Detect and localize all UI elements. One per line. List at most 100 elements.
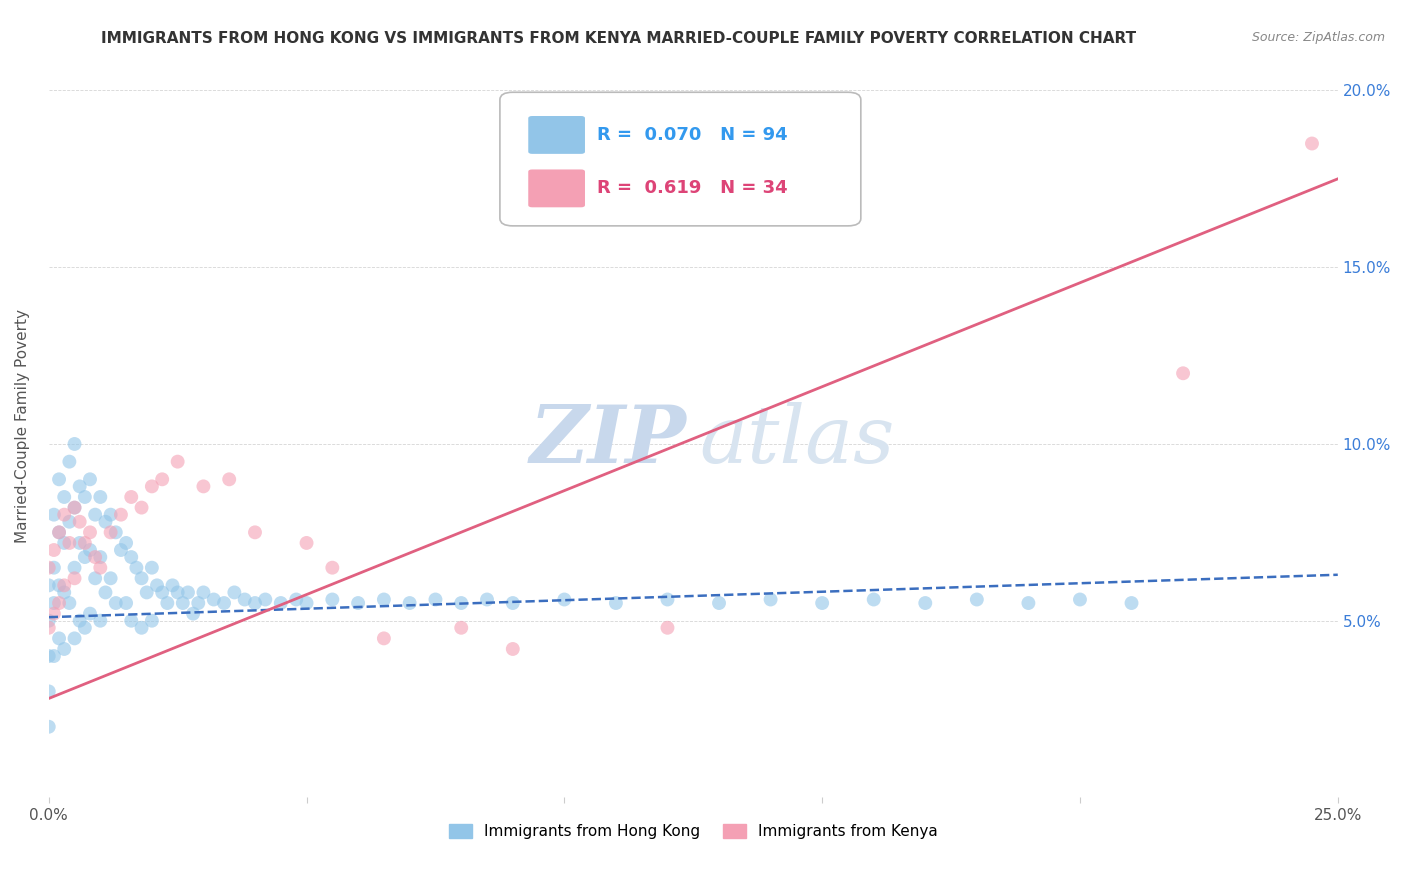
Point — [141, 560, 163, 574]
Point — [254, 592, 277, 607]
Point — [48, 632, 70, 646]
Point — [53, 578, 76, 592]
Point — [425, 592, 447, 607]
Point — [63, 632, 86, 646]
Y-axis label: Married-Couple Family Poverty: Married-Couple Family Poverty — [15, 310, 30, 543]
Point — [48, 525, 70, 540]
Point — [862, 592, 884, 607]
Point — [58, 536, 80, 550]
Point — [89, 614, 111, 628]
Point — [1121, 596, 1143, 610]
Point — [48, 578, 70, 592]
Point — [42, 543, 65, 558]
Point — [166, 455, 188, 469]
Point — [120, 614, 142, 628]
Point — [42, 508, 65, 522]
Point — [63, 500, 86, 515]
Point — [141, 479, 163, 493]
Point — [707, 596, 730, 610]
Text: IMMIGRANTS FROM HONG KONG VS IMMIGRANTS FROM KENYA MARRIED-COUPLE FAMILY POVERTY: IMMIGRANTS FROM HONG KONG VS IMMIGRANTS … — [101, 31, 1136, 46]
Point — [156, 596, 179, 610]
Point — [73, 621, 96, 635]
Point — [502, 642, 524, 657]
Point — [166, 585, 188, 599]
FancyBboxPatch shape — [529, 116, 585, 153]
Point — [48, 472, 70, 486]
Text: ZIP: ZIP — [530, 402, 686, 480]
Point — [218, 472, 240, 486]
Point — [605, 596, 627, 610]
Point — [79, 472, 101, 486]
Text: R =  0.619   N = 34: R = 0.619 N = 34 — [596, 179, 787, 197]
Point — [104, 596, 127, 610]
Point — [53, 536, 76, 550]
Point — [58, 455, 80, 469]
Point — [73, 536, 96, 550]
Point — [89, 560, 111, 574]
Point — [84, 508, 107, 522]
Point — [38, 614, 60, 628]
Point — [502, 596, 524, 610]
Point — [657, 621, 679, 635]
Point — [79, 607, 101, 621]
Point — [115, 596, 138, 610]
Point — [150, 585, 173, 599]
FancyBboxPatch shape — [501, 92, 860, 226]
Point — [135, 585, 157, 599]
Point — [131, 621, 153, 635]
Point — [1171, 366, 1194, 380]
Point — [42, 648, 65, 663]
Point — [373, 632, 395, 646]
Point — [120, 490, 142, 504]
Point — [270, 596, 292, 610]
Point — [553, 592, 575, 607]
Point — [104, 525, 127, 540]
Point — [63, 560, 86, 574]
Point — [450, 596, 472, 610]
Point — [38, 684, 60, 698]
Point — [38, 578, 60, 592]
Point — [177, 585, 200, 599]
Point — [100, 508, 122, 522]
Point — [79, 525, 101, 540]
Point — [202, 592, 225, 607]
Point — [115, 536, 138, 550]
Point — [38, 648, 60, 663]
Point — [53, 642, 76, 657]
Point — [146, 578, 169, 592]
Point — [285, 592, 308, 607]
Point — [38, 560, 60, 574]
Point — [100, 571, 122, 585]
Point — [63, 500, 86, 515]
Point — [120, 550, 142, 565]
Point — [193, 479, 215, 493]
Point — [63, 437, 86, 451]
Point — [53, 585, 76, 599]
Point — [63, 571, 86, 585]
Point — [1069, 592, 1091, 607]
Point — [69, 536, 91, 550]
Point — [243, 596, 266, 610]
Text: R =  0.070   N = 94: R = 0.070 N = 94 — [596, 126, 787, 144]
Point — [53, 490, 76, 504]
Point — [181, 607, 204, 621]
Point — [110, 508, 132, 522]
Point — [100, 525, 122, 540]
Point — [110, 543, 132, 558]
Point — [141, 614, 163, 628]
Point — [914, 596, 936, 610]
Legend: Immigrants from Hong Kong, Immigrants from Kenya: Immigrants from Hong Kong, Immigrants fr… — [443, 818, 943, 846]
Text: atlas: atlas — [700, 402, 896, 480]
Point — [38, 720, 60, 734]
Point — [69, 614, 91, 628]
Point — [58, 596, 80, 610]
Point — [48, 596, 70, 610]
Point — [150, 472, 173, 486]
Point — [475, 592, 498, 607]
Point — [233, 592, 256, 607]
Point — [450, 621, 472, 635]
Point — [295, 596, 318, 610]
Point — [212, 596, 235, 610]
Point — [79, 543, 101, 558]
Point — [125, 560, 148, 574]
